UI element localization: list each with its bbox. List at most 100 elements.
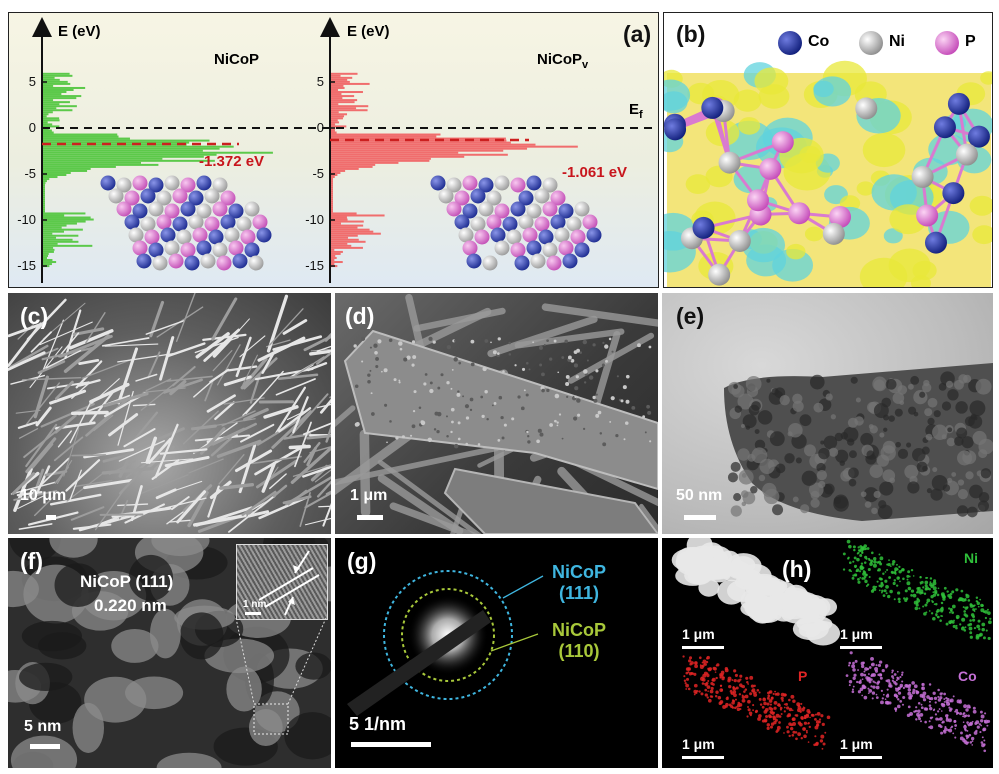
eds-dot: [936, 608, 940, 613]
dos-bar: [42, 97, 77, 100]
nanoneedle: [322, 502, 331, 527]
eds-dot: [902, 568, 905, 571]
eds-dot: [986, 608, 989, 611]
eds-dot: [752, 704, 755, 707]
eds-dot: [897, 591, 901, 595]
surface-grain: [625, 399, 630, 404]
particle: [810, 498, 820, 508]
slab-atom: [438, 188, 454, 204]
nanoneedle: [241, 490, 277, 517]
eds-dot: [857, 549, 860, 552]
surface-grain: [610, 396, 615, 401]
panel-a-label: (a): [623, 21, 652, 47]
slab-atom: [108, 188, 124, 204]
eds-dot: [860, 562, 864, 565]
eds-dot: [773, 706, 777, 710]
eds-dot: [769, 703, 772, 706]
dos-bar: [330, 252, 341, 255]
dos-bar: [330, 238, 359, 241]
eds-dot: [751, 688, 756, 692]
nanoneedle: [31, 442, 54, 469]
eds-dot: [882, 594, 886, 598]
eds-dot: [887, 562, 891, 567]
slab-atom: [124, 214, 140, 230]
particle: [745, 425, 751, 430]
slab-atom: [570, 229, 586, 245]
eds-dot: [946, 590, 949, 593]
eds-dot: [694, 661, 698, 665]
particle: [951, 472, 957, 477]
dos-bar: [330, 99, 358, 102]
eds-dot: [766, 696, 770, 700]
slab-atom: [220, 214, 236, 230]
haadf-region: [796, 615, 833, 633]
surface-grain: [446, 344, 452, 350]
particle: [930, 488, 943, 501]
nanoneedle: [163, 378, 203, 394]
dos-bar: [330, 121, 340, 124]
eds-dot: [899, 685, 903, 688]
nanoneedle: [255, 459, 298, 489]
contrast-blob: [19, 662, 73, 692]
eds-dot: [878, 584, 881, 588]
particle: [763, 488, 780, 505]
particle: [941, 401, 952, 411]
eds-dot: [783, 732, 785, 734]
nanoneedle: [195, 332, 230, 359]
eds-dot: [912, 575, 915, 577]
eds-dot: [714, 671, 717, 673]
surface-grain: [411, 340, 416, 344]
nanoneedle: [239, 335, 266, 358]
ni-legend-sphere: [859, 31, 883, 55]
slab-atom: [212, 201, 228, 217]
eds-dot: [921, 686, 925, 691]
surface-grain: [464, 404, 470, 409]
left-axis-title: E (eV): [58, 23, 101, 40]
eds-dot: [852, 668, 856, 672]
eds-dot: [685, 667, 690, 671]
dos-bar: [42, 91, 67, 94]
dos-left-series: [42, 72, 273, 268]
eds-dot: [769, 710, 774, 714]
dos-bar: [330, 84, 344, 87]
panel-d-scale-text: 1 μm: [350, 487, 388, 504]
atom-sphere: [718, 151, 741, 174]
phase-label: NiCoP (111): [80, 572, 174, 591]
isosurface-blob: [969, 195, 992, 216]
nanoneedle: [329, 396, 331, 399]
eds-dot: [768, 706, 772, 710]
nanoneedle: [212, 350, 233, 372]
eds-dot: [979, 731, 982, 734]
eds-dot: [877, 663, 882, 668]
eds-dot: [924, 720, 927, 724]
eds-dot: [960, 731, 963, 735]
surface-grain: [453, 339, 457, 342]
dos-bar: [42, 250, 54, 253]
nanoneedle: [316, 345, 331, 352]
eds-dot: [932, 709, 935, 712]
nanoneedle: [282, 319, 308, 335]
surface-grain: [420, 420, 426, 426]
eds-dot: [803, 721, 808, 725]
eds-dot: [916, 587, 920, 591]
eds-dot: [852, 676, 856, 680]
eds-dot: [724, 667, 728, 671]
eds-dot: [752, 709, 754, 712]
particle: [956, 505, 969, 517]
surface-grain: [637, 343, 641, 348]
slab-atom: [124, 190, 140, 206]
eds-dot: [864, 579, 868, 584]
dos-bar: [330, 228, 370, 231]
eds-dot: [707, 698, 712, 703]
eds-dot: [780, 696, 784, 700]
eds-dot: [845, 674, 849, 678]
eds-dot: [872, 685, 876, 689]
nanoneedle: [101, 466, 155, 475]
nanoneedle: [302, 422, 331, 436]
surface-grain: [412, 355, 417, 360]
eds-dot: [687, 687, 691, 691]
slab-atom: [228, 203, 244, 219]
eds-dot: [948, 607, 951, 610]
surface-grain: [520, 406, 525, 411]
eds-dot: [983, 749, 987, 753]
